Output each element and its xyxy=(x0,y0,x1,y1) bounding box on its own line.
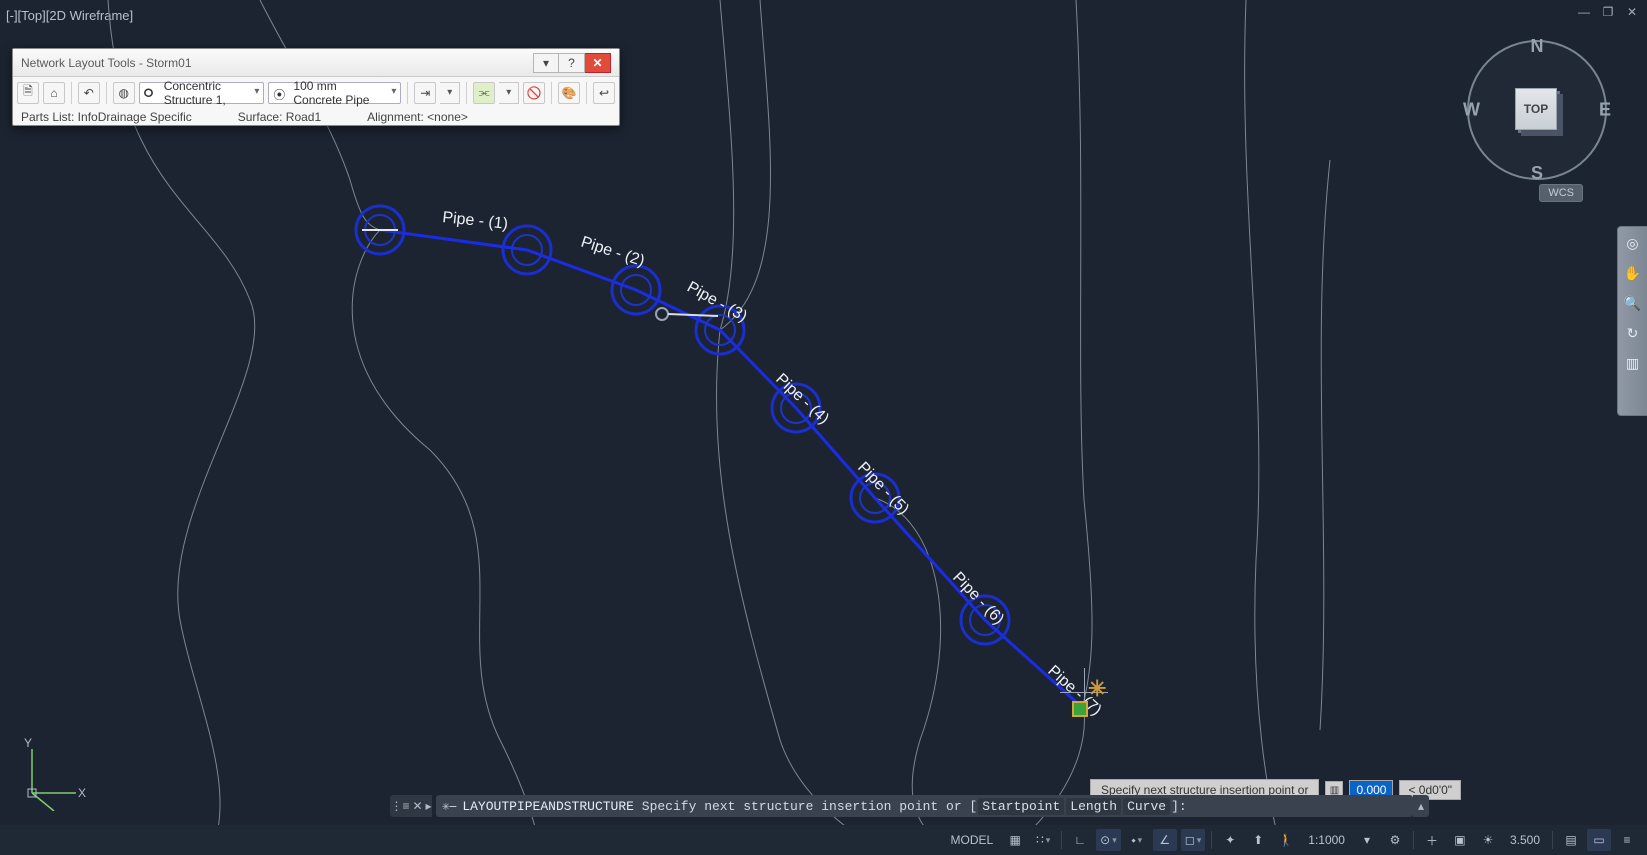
grid-display-icon[interactable]: ▦ xyxy=(1003,829,1027,851)
command-option[interactable]: Startpoint xyxy=(978,798,1064,815)
customization-icon[interactable]: ≡ xyxy=(1615,829,1639,851)
sun-icon[interactable]: ☀ xyxy=(1476,829,1500,851)
south-icon[interactable]: S xyxy=(1531,163,1543,184)
undo-icon[interactable]: ↶ xyxy=(78,82,100,104)
home-icon[interactable]: ⌂ xyxy=(43,82,65,104)
command-line-expand-icon[interactable]: ▴ xyxy=(1413,795,1429,817)
plus-icon[interactable]: ＋ xyxy=(1420,829,1444,851)
orbit-icon[interactable]: ↻ xyxy=(1623,323,1643,343)
pipe-type-icon: ⦿ xyxy=(273,86,287,100)
svg-text:X: X xyxy=(78,786,86,800)
delete-network-icon[interactable]: 🚫 xyxy=(523,82,545,104)
recent-commands-icon[interactable]: ▸ xyxy=(425,799,431,813)
command-prompt: Specify next structure insertion point o… xyxy=(642,799,977,814)
network-layout-panel[interactable]: Network Layout Tools - Storm01 ▾ ? ✕ 🗎 ⌂… xyxy=(12,48,620,126)
steering-wheel-icon[interactable]: ◎ xyxy=(1623,233,1643,253)
pipe-select[interactable]: ⦿ 100 mm Concrete Pipe xyxy=(268,82,401,104)
command-icon: ✳⎯ xyxy=(442,799,456,814)
object-snap-tracking-icon[interactable]: ∠ xyxy=(1153,829,1177,851)
elevation-value[interactable]: 3.500 xyxy=(1504,833,1546,847)
pipe-label: Pipe - (2) xyxy=(579,234,647,271)
2d-osnap-icon[interactable]: ◻▾ xyxy=(1181,829,1206,851)
pipe-network[interactable]: Pipe - (1) Pipe - (2) Pipe - (3) Pipe - … xyxy=(356,206,1105,719)
endpoint-osnap-icon xyxy=(1073,702,1087,716)
separator xyxy=(407,82,408,104)
separator xyxy=(1211,831,1212,849)
gear-icon[interactable]: ⚙ xyxy=(1383,829,1407,851)
structure-select-value: Concentric Structure 1, xyxy=(164,79,246,107)
surface-label: Surface: Road1 xyxy=(238,110,321,124)
status-bar: MODEL ▦ ∷▾ ∟ ⊙▾ ⬩▾ ∠ ◻▾ ✦ ⬆ 🚶 1:1000 ▾ ⚙… xyxy=(0,825,1647,855)
separator xyxy=(71,82,72,104)
dropdown-caret-icon[interactable]: ▾ xyxy=(440,82,460,104)
isometric-icon[interactable]: ⬩▾ xyxy=(1125,829,1149,851)
model-space-button[interactable]: MODEL xyxy=(944,833,999,847)
structure-type-icon: 🞇 xyxy=(144,86,158,100)
pipe-select-value: 100 mm Concrete Pipe xyxy=(293,79,382,107)
separator xyxy=(1552,831,1553,849)
svg-text:Y: Y xyxy=(24,736,32,750)
ucs-icon: X Y xyxy=(14,731,94,811)
separator xyxy=(551,82,552,104)
north-icon[interactable]: N xyxy=(1531,36,1544,57)
panel-dropdown-icon[interactable]: ▾ xyxy=(533,53,559,73)
panel-info-row: Parts List: InfoDrainage Specific Surfac… xyxy=(13,105,619,127)
anno-scale[interactable]: 1:1000 xyxy=(1302,833,1351,847)
selection-cycling-icon[interactable]: ⬆ xyxy=(1246,829,1270,851)
toggle-upslope-icon[interactable]: ⇥ xyxy=(414,82,436,104)
edit-anchor-icon[interactable] xyxy=(656,308,668,320)
quick-properties-icon[interactable]: ▤ xyxy=(1559,829,1583,851)
viewcube[interactable]: N S E W TOP xyxy=(1467,40,1607,180)
separator xyxy=(106,82,107,104)
command-history-toggle[interactable]: ⋮≡ ✕ ▸ xyxy=(390,795,432,817)
showmotion-icon[interactable]: ▥ xyxy=(1623,353,1643,373)
clean-screen-icon[interactable]: ▭ xyxy=(1587,829,1611,851)
separator xyxy=(586,82,587,104)
panel-title: Network Layout Tools - Storm01 xyxy=(21,49,192,77)
snap-mode-icon[interactable]: ∷▾ xyxy=(1031,829,1055,851)
pipe-network-vistas-icon[interactable]: 🎨 xyxy=(558,82,580,104)
west-icon[interactable]: W xyxy=(1463,100,1480,121)
parts-list-icon[interactable]: 🗎 xyxy=(17,82,39,104)
anno-scale-caret-icon[interactable]: ▾ xyxy=(1355,829,1379,851)
viewcube-face[interactable]: TOP xyxy=(1515,88,1557,130)
panel-help-icon[interactable]: ? xyxy=(559,53,585,73)
undo-back-icon[interactable]: ↩ xyxy=(593,82,615,104)
panel-toolbar: 🗎 ⌂ ↶ ◍ 🞇 Concentric Structure 1, ⦿ 100 … xyxy=(13,77,619,105)
panel-titlebar[interactable]: Network Layout Tools - Storm01 ▾ ? ✕ xyxy=(13,49,619,77)
structure-select[interactable]: 🞇 Concentric Structure 1, xyxy=(139,82,265,104)
separator xyxy=(1061,831,1062,849)
command-option[interactable]: Curve xyxy=(1123,798,1170,815)
command-name: LAYOUTPIPEANDSTRUCTURE xyxy=(462,799,634,814)
alignment-label: Alignment: <none> xyxy=(367,110,468,124)
intersection-osnap-icon: ✳ xyxy=(1088,676,1106,702)
separator xyxy=(1413,831,1414,849)
filter-icon[interactable]: ▣ xyxy=(1448,829,1472,851)
command-suffix: ]: xyxy=(1171,799,1187,814)
pipe-label: Pipe - (4) xyxy=(772,370,832,427)
zoom-extents-icon[interactable]: 🔍 xyxy=(1623,293,1643,313)
ortho-mode-icon[interactable]: ∟ xyxy=(1068,829,1092,851)
navigation-bar[interactable]: ◎ ✋ 🔍 ↻ ▥ xyxy=(1617,226,1647,416)
drawing-canvas[interactable]: Pipe - (1) Pipe - (2) Pipe - (3) Pipe - … xyxy=(0,0,1647,855)
command-line[interactable]: ✳⎯ LAYOUTPIPEANDSTRUCTURE Specify next s… xyxy=(436,795,1413,817)
draw-pipes-icon[interactable]: ⫘ xyxy=(473,82,495,104)
command-option[interactable]: Length xyxy=(1066,798,1121,815)
parts-list-label: Parts List: InfoDrainage Specific xyxy=(21,110,192,124)
panel-close-icon[interactable]: ✕ xyxy=(585,53,611,73)
close-commandline-icon[interactable]: ✕ xyxy=(412,799,422,813)
wcs-badge[interactable]: WCS xyxy=(1539,184,1583,202)
customize-icon[interactable]: ⋮≡ xyxy=(390,799,409,813)
polar-tracking-icon[interactable]: ⊙▾ xyxy=(1096,829,1121,851)
east-icon[interactable]: E xyxy=(1599,100,1611,121)
dropdown-caret-icon[interactable]: ▾ xyxy=(499,82,519,104)
pipe-label: Pipe - (1) xyxy=(442,209,509,233)
walk-icon[interactable]: 🚶 xyxy=(1274,829,1298,851)
transparency-icon[interactable]: ✦ xyxy=(1218,829,1242,851)
separator xyxy=(466,82,467,104)
pan-icon[interactable]: ✋ xyxy=(1623,263,1643,283)
structure-icon[interactable]: ◍ xyxy=(113,82,135,104)
